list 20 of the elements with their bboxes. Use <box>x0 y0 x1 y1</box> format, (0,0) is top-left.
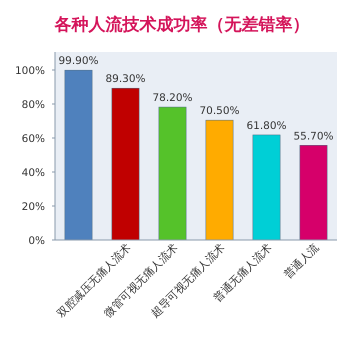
y-tick-label: 0% <box>28 235 46 247</box>
y-tick-label: 20% <box>22 201 46 213</box>
bar <box>158 106 186 240</box>
y-tick-label: 40% <box>22 167 46 179</box>
chart-title: 各种人流技术成功率（无差错率） <box>54 15 310 35</box>
y-tick-label: 100% <box>14 65 46 77</box>
data-label: 99.90% <box>58 55 99 68</box>
x-tick-label: 普通人流 <box>281 240 322 282</box>
y-tick-label: 80% <box>22 99 46 111</box>
bar <box>252 134 280 240</box>
y-tick-label: 60% <box>22 133 46 145</box>
data-label: 61.80% <box>246 120 287 132</box>
data-label: 70.50% <box>199 105 240 118</box>
data-label: 89.30% <box>105 73 146 86</box>
data-label: 55.70% <box>293 130 334 142</box>
bar <box>112 88 140 240</box>
bar <box>206 120 234 240</box>
bar <box>64 70 92 240</box>
data-label: 78.20% <box>152 92 193 104</box>
bar <box>300 145 328 240</box>
